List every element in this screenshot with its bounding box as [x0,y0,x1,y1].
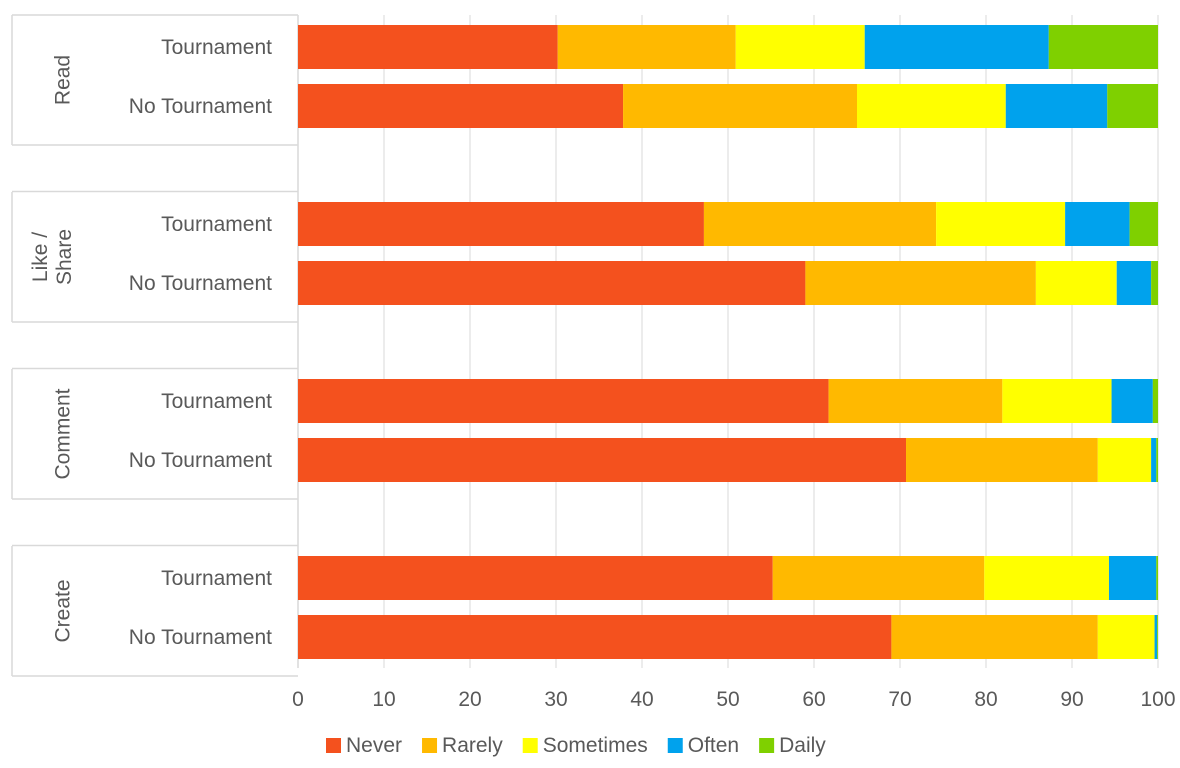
x-tick-label: 0 [292,688,304,711]
x-tick-label: 20 [458,688,481,711]
bar-segment-sometimes [1097,438,1152,482]
legend-swatch-rarely [422,738,438,753]
legend: Never Rarely Sometimes Often Daily [326,734,826,757]
category-label-no-tournament: No Tournament [129,95,272,118]
bar-segment-rarely [906,438,1098,482]
bar-segment-rarely [557,25,736,69]
legend-swatch-daily [759,738,775,753]
legend-label-sometimes: Sometimes [543,734,648,757]
bar-segment-often [1065,202,1130,246]
bar-segment-sometimes [735,25,865,69]
bar-segment-rarely [772,556,985,600]
category-label-tournament: Tournament [161,390,272,413]
category-label-tournament: Tournament [161,213,272,236]
bar-segment-daily [1048,25,1158,69]
bar-segment-daily [1156,438,1158,482]
bar-segment-sometimes [984,556,1109,600]
bar-segment-never [298,261,806,305]
bar-segment-never [298,615,892,659]
group-label-read: Read [51,55,74,105]
bar-segment-never [298,202,704,246]
legend-swatch-never [326,738,341,753]
category-label-no-tournament: No Tournament [129,626,272,649]
bar-segment-rarely [703,202,937,246]
x-tick-label: 80 [974,688,997,711]
bar-segment-often [1108,556,1157,600]
legend-label-daily: Daily [779,734,826,757]
legend-label-often: Often [688,734,739,757]
bar-segment-often [1154,615,1158,659]
bar-segment-often [864,25,1049,69]
bar-segment-sometimes [936,202,1066,246]
legend-label-rarely: Rarely [442,734,503,757]
group-label-line: Read [51,55,74,105]
bar-segment-sometimes [1035,261,1117,305]
bar-segment-rarely [828,379,1003,423]
category-label-tournament: Tournament [161,36,272,59]
category-axis: Read Tournament No Tournament Like /Share To… [11,14,299,677]
x-tick-label: 70 [888,688,911,711]
legend-swatch-often [667,738,683,753]
bar-segment-often [1111,379,1153,423]
category-label-no-tournament: No Tournament [129,449,272,472]
bars [298,25,1158,659]
category-label-tournament: Tournament [161,567,272,590]
x-axis-ticks: 0 10 20 30 40 50 60 70 80 90 100 [292,688,1175,711]
bar-segment-daily [1156,556,1158,600]
x-tick-label: 40 [630,688,653,711]
bar-segment-sometimes [1002,379,1112,423]
group-label-line: Share [53,229,76,285]
bar-segment-daily [1107,84,1158,128]
legend-swatch-sometimes [522,738,538,753]
bar-segment-never [298,84,624,128]
bar-segment-often [1116,261,1152,305]
bar-segment-never [298,556,773,600]
bar-segment-sometimes [857,84,1006,128]
bar-segment-rarely [891,615,1098,659]
x-tick-label: 60 [802,688,825,711]
bar-segment-daily [1157,615,1158,659]
bar-segment-never [298,25,558,69]
group-label-line: Comment [51,388,74,479]
legend-label-never: Never [346,734,402,757]
bar-segment-never [298,438,907,482]
group-label-line: Create [51,579,74,642]
bar-segment-sometimes [1097,615,1155,659]
x-tick-label: 50 [716,688,739,711]
group-label-create: Create [51,579,74,642]
bar-segment-often [1005,84,1108,128]
group-label-line: Like / [29,232,52,282]
x-tick-label: 30 [544,688,567,711]
bar-segment-rarely [623,84,857,128]
bar-segment-rarely [805,261,1036,305]
x-tick-label: 90 [1060,688,1083,711]
group-label-like-share: Like /Share [29,229,76,285]
bar-segment-daily [1129,202,1158,246]
bar-segment-daily [1151,261,1158,305]
x-tick-label: 100 [1140,688,1175,711]
bar-segment-never [298,379,829,423]
bar-segment-daily [1152,379,1158,423]
category-label-no-tournament: No Tournament [129,272,272,295]
group-label-comment: Comment [51,388,74,479]
bar-segment-often [1151,438,1157,482]
x-tick-label: 10 [372,688,395,711]
